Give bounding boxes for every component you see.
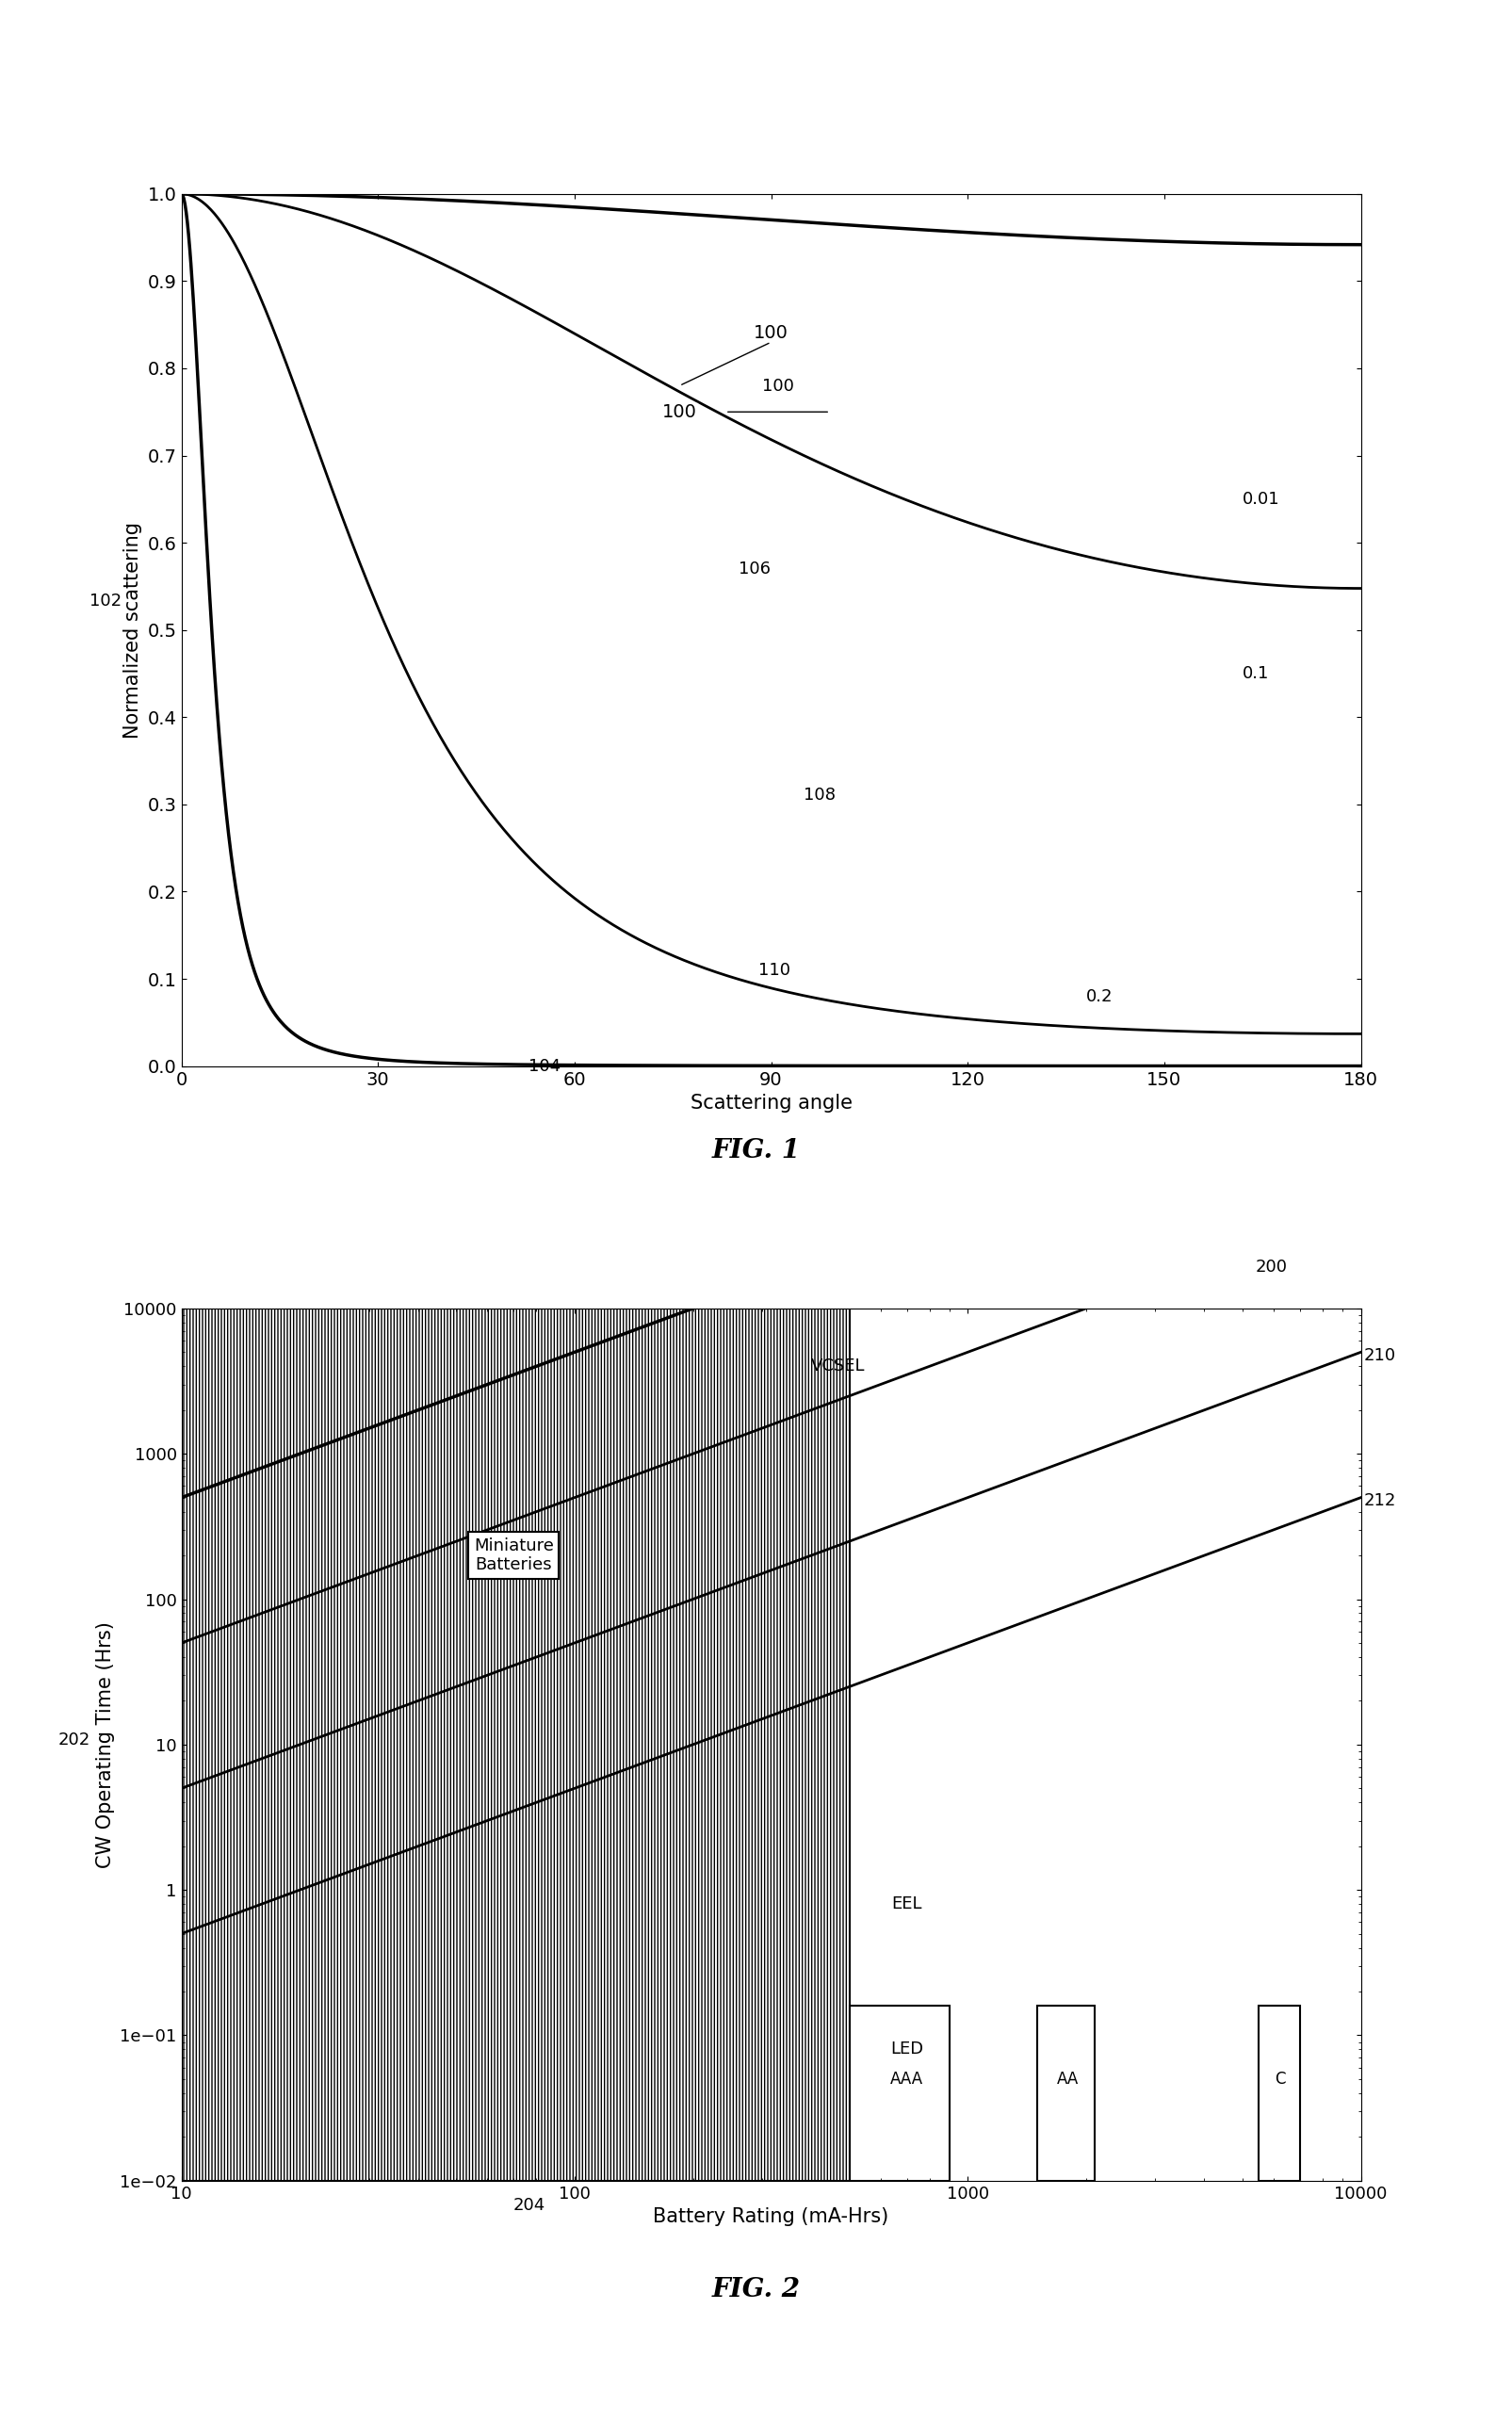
X-axis label: Scattering angle: Scattering angle <box>689 1093 853 1112</box>
Text: 100: 100 <box>754 325 788 342</box>
Text: 102: 102 <box>89 594 122 611</box>
Text: EEL: EEL <box>892 1895 922 1912</box>
Text: 212: 212 <box>1364 1493 1397 1510</box>
Text: 100: 100 <box>762 378 794 395</box>
Y-axis label: CW Operating Time (Hrs): CW Operating Time (Hrs) <box>95 1621 115 1868</box>
Text: 204: 204 <box>513 2198 546 2215</box>
Text: VCSEL: VCSEL <box>812 1357 865 1374</box>
Text: 200: 200 <box>1255 1260 1287 1277</box>
Text: 0.2: 0.2 <box>1086 989 1113 1006</box>
Text: 210: 210 <box>1364 1347 1396 1364</box>
Text: 108: 108 <box>804 787 836 804</box>
Text: AA: AA <box>1057 2072 1080 2089</box>
Text: 202: 202 <box>59 1732 91 1749</box>
Y-axis label: Normalized scattering: Normalized scattering <box>124 521 142 739</box>
Bar <box>1258 2006 1300 2181</box>
Text: LED: LED <box>891 2040 924 2057</box>
Text: FIG. 2: FIG. 2 <box>712 2278 800 2302</box>
Text: 110: 110 <box>758 962 791 979</box>
Text: Miniature
Batteries: Miniature Batteries <box>473 1536 553 1573</box>
Bar <box>850 2006 950 2181</box>
Text: 0.1: 0.1 <box>1243 666 1270 681</box>
Text: 106: 106 <box>738 560 771 577</box>
Text: AAA: AAA <box>891 2072 924 2089</box>
Bar <box>181 1308 850 2181</box>
Text: 100: 100 <box>662 402 697 422</box>
Bar <box>1037 2006 1095 2181</box>
Text: 104: 104 <box>528 1059 561 1076</box>
X-axis label: Battery Rating (mA-Hrs): Battery Rating (mA-Hrs) <box>653 2207 889 2227</box>
Bar <box>181 1308 850 2181</box>
Text: C: C <box>1275 2072 1287 2089</box>
Text: FIG. 1: FIG. 1 <box>712 1139 800 1163</box>
Text: 0.01: 0.01 <box>1243 492 1281 506</box>
